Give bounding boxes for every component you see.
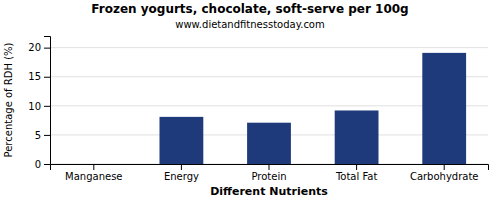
bar <box>422 53 466 164</box>
y-tick: 10 <box>28 101 50 112</box>
y-tick-label: 5 <box>35 130 41 141</box>
grid <box>50 48 488 164</box>
plot: Manganese Energy Protein Total Fat Carbohydr… <box>28 37 488 183</box>
y-tick-mark <box>44 135 50 136</box>
x-tick-label: Protein <box>251 171 286 182</box>
x-tick-label: Total Fat <box>335 171 377 182</box>
y-tick-label: 10 <box>28 101 41 112</box>
y-tick-mark <box>44 164 50 165</box>
x-axis-title: Different Nutrients <box>210 185 328 198</box>
bar <box>72 164 116 165</box>
x-tick-label: Manganese <box>65 171 122 182</box>
grid-line <box>50 47 488 48</box>
chart-container: Manganese Energy Protein Total Fat Carbohydr… <box>0 0 500 200</box>
y-tick-mark <box>44 77 50 78</box>
y-tick-label: 20 <box>28 42 41 53</box>
x-axis: Manganese Energy Protein Total Fat Carbohydr… <box>51 164 489 182</box>
x-tick-mark <box>181 164 182 170</box>
y-tick: 15 <box>28 71 50 82</box>
x-tick: Energy <box>164 164 199 182</box>
x-tick: Protein <box>251 164 286 182</box>
x-tick-mark <box>356 164 357 170</box>
bars <box>160 53 467 164</box>
x-axis-line <box>51 165 489 171</box>
title: Frozen yogurts, chocolate, soft-serve pe… <box>91 2 408 16</box>
x-tick: Manganese <box>65 164 122 182</box>
x-tick-label: Energy <box>164 171 199 182</box>
y-axis-line <box>44 37 51 165</box>
y-axis: 0 5 10 15 20 <box>28 37 50 170</box>
x-tick-label: Carbohydrate <box>410 171 479 182</box>
chart: Manganese Energy Protein Total Fat Carbohydr… <box>0 0 500 200</box>
y-tick: 5 <box>35 130 50 141</box>
x-tick: Total Fat <box>335 164 377 182</box>
y-tick-mark <box>44 106 50 107</box>
y-tick-label: 15 <box>28 71 41 82</box>
x-tick: Carbohydrate <box>410 164 479 182</box>
bar <box>335 110 379 164</box>
y-tick: 20 <box>28 42 50 53</box>
subtitle: www.dietandfitnesstoday.com <box>175 19 324 30</box>
bar <box>247 123 291 164</box>
y-tick-label: 0 <box>35 159 41 170</box>
y-axis-title: Percentage of RDH (%) <box>3 42 14 157</box>
y-tick-mark <box>44 48 50 49</box>
x-tick-mark <box>269 164 270 170</box>
x-tick-mark <box>444 164 445 170</box>
y-tick: 0 <box>35 159 50 170</box>
x-tick-mark <box>93 164 94 170</box>
bar <box>160 117 204 164</box>
